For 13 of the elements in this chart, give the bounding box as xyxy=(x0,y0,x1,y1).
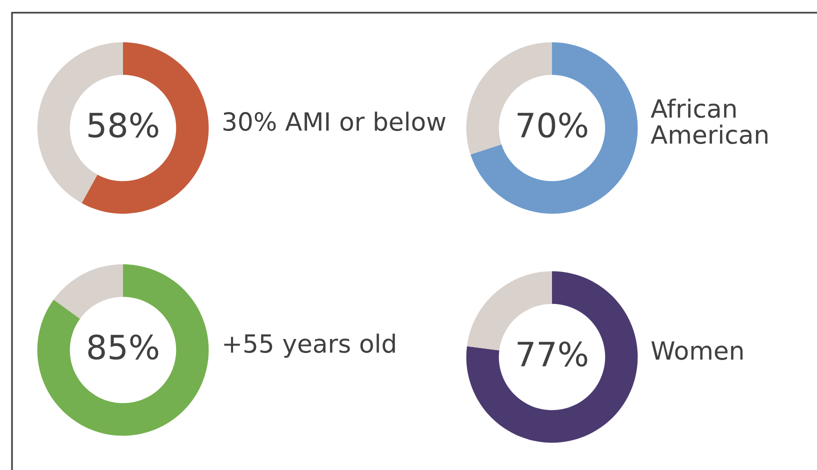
donut-slice xyxy=(37,264,209,436)
data-label: 70% xyxy=(518,112,588,138)
slice-label: 30% AMI or below xyxy=(223,112,446,131)
data-label: 85% xyxy=(88,334,158,360)
slice-label: Women xyxy=(651,341,743,360)
slice-label: +55 years old xyxy=(224,334,395,358)
data-label: 58% xyxy=(88,112,158,138)
data-label: 77% xyxy=(518,341,588,367)
donut-slice xyxy=(470,42,638,214)
donut-slice xyxy=(54,264,123,319)
slice-label: African American xyxy=(650,98,768,144)
donut-slice xyxy=(466,271,638,443)
donut-slice xyxy=(82,42,209,214)
